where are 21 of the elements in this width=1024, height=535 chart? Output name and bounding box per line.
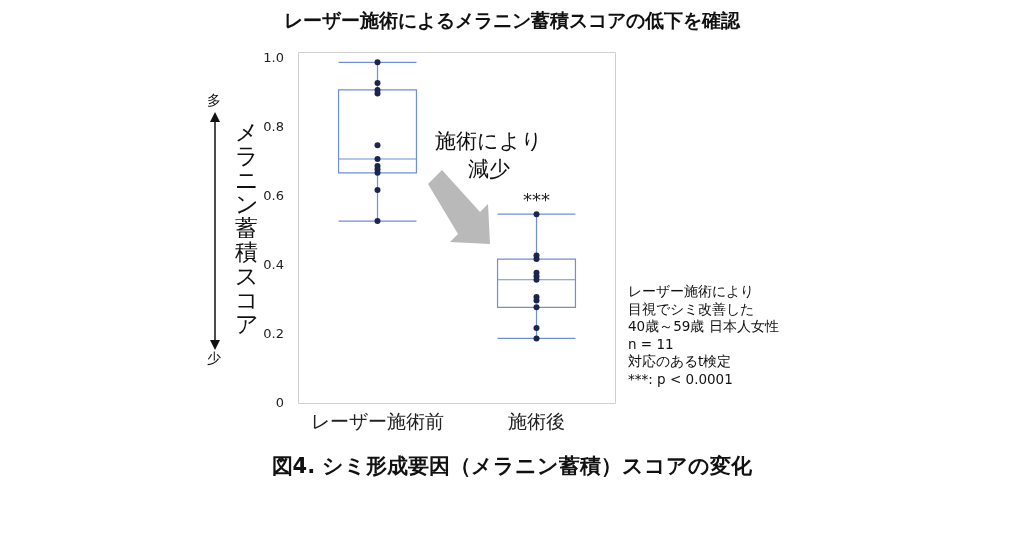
annotation: ***: [523, 188, 550, 210]
text: 目視でシミ改善した: [628, 300, 754, 319]
chart-title: レーザー施術によるメラニン蓄積スコアの低下を確認: [283, 8, 742, 33]
text: 対応のあるt検定: [628, 353, 732, 371]
y-tick-label: 1.0: [263, 50, 284, 66]
y-tick-label: 0.2: [263, 326, 284, 342]
text: レーザー施術により: [628, 283, 754, 301]
y-tick-label: 0.6: [263, 188, 284, 204]
x-tick-label: 施術後: [508, 410, 565, 433]
text: ***: p < 0.0001: [628, 370, 733, 387]
y-tick-label: 0.4: [263, 257, 284, 273]
x-tick-label: レーザー施術前: [311, 410, 444, 433]
caption: 図4. シミ形成要因（メラニン蓄積）スコアの変化: [270, 453, 754, 480]
text: 40歳～59歳 日本人女性: [628, 318, 779, 336]
text: 少: [207, 350, 221, 368]
y-tick-label: 0.8: [263, 119, 284, 135]
text: 多: [207, 92, 221, 110]
y-tick-label: 0: [275, 395, 284, 411]
text: n = 11: [628, 335, 674, 352]
annotation: 施術により減少: [434, 128, 544, 183]
text: メラニン蓄積スコア: [234, 119, 259, 337]
